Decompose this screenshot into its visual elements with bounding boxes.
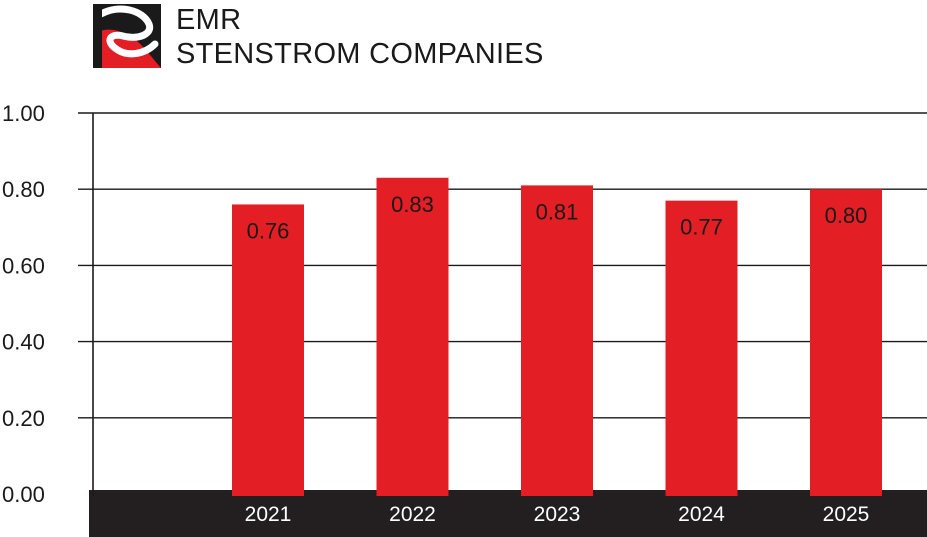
- brand-subtitle: STENSTROM COMPANIES: [176, 38, 544, 70]
- gridlines: [78, 112, 927, 419]
- x-axis-ticks: 2021 2022 2023 2024 2025: [245, 503, 870, 526]
- x-tick-label: 2021: [245, 503, 292, 526]
- data-label-2021: 0.76: [247, 218, 290, 243]
- bar-2025: [810, 189, 882, 496]
- x-tick-label: 2022: [389, 503, 436, 526]
- bar-2023: [521, 185, 593, 496]
- y-tick-label: 0.00: [2, 482, 45, 507]
- data-label-2024: 0.77: [680, 215, 723, 240]
- bars: [232, 177, 882, 496]
- data-label-2023: 0.81: [536, 199, 579, 224]
- y-axis-ticks: 0.00 0.20 0.40 0.60 0.80 1.00: [2, 101, 45, 507]
- header: EMR STENSTROM COMPANIES: [0, 0, 927, 80]
- x-tick-label: 2023: [534, 503, 581, 526]
- x-axis-band: [89, 490, 927, 537]
- x-tick-label: 2025: [823, 503, 870, 526]
- emr-s-logo-icon: [93, 4, 161, 68]
- bar-2021: [232, 204, 304, 496]
- data-label-2025: 0.80: [825, 203, 868, 228]
- y-tick-label: 0.20: [2, 406, 45, 431]
- y-tick-label: 0.40: [2, 330, 45, 355]
- y-tick-label: 0.60: [2, 253, 45, 278]
- data-label-2022: 0.83: [391, 192, 434, 217]
- brand-name: EMR: [176, 4, 242, 36]
- bar-2022: [376, 177, 449, 496]
- data-labels: 0.76 0.83 0.81 0.77 0.80: [247, 192, 868, 244]
- bar-2024: [665, 200, 738, 496]
- y-tick-label: 1.00: [2, 101, 45, 126]
- x-tick-label: 2024: [678, 503, 725, 526]
- y-tick-label: 0.80: [2, 177, 45, 202]
